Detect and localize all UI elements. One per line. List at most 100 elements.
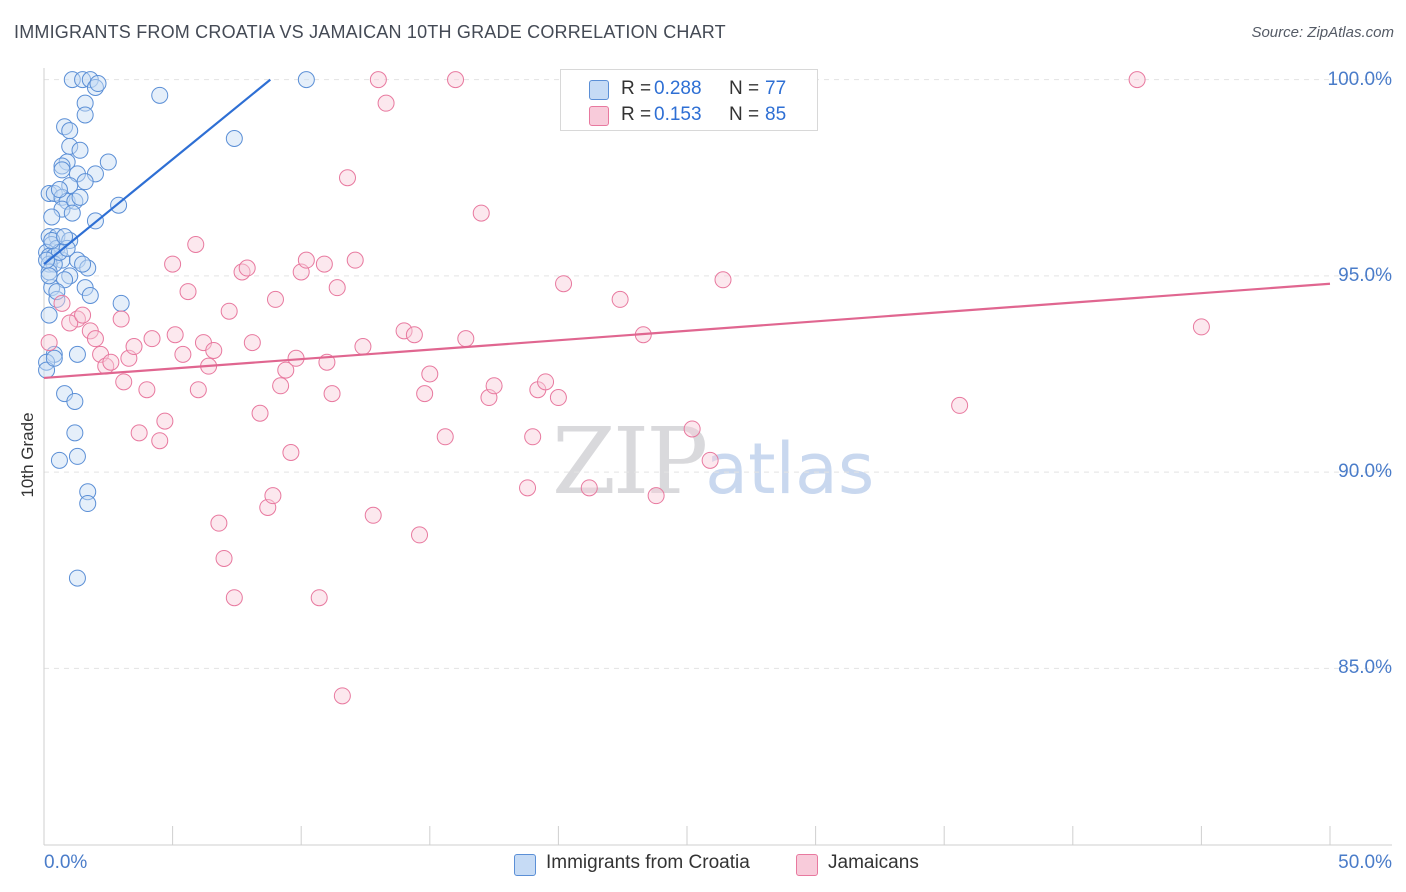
swatch-croatia (589, 80, 609, 100)
point-jamaicans (447, 71, 465, 89)
point-jamaicans (611, 290, 629, 308)
r-value: 0.153 (654, 104, 702, 125)
point-jamaicans (251, 404, 269, 422)
point-jamaicans (457, 330, 475, 348)
point-croatia (66, 392, 84, 410)
point-croatia (112, 294, 130, 312)
point-jamaicans (555, 275, 573, 293)
point-jamaicans (537, 373, 555, 391)
point-croatia (50, 181, 68, 199)
watermark-atlas: atlas (705, 428, 875, 510)
point-jamaicans (220, 302, 238, 320)
point-jamaicans (272, 377, 290, 395)
point-jamaicans (416, 385, 434, 403)
point-jamaicans (53, 294, 71, 312)
point-jamaicans (112, 310, 130, 328)
point-jamaicans (238, 259, 256, 277)
point-jamaicans (647, 487, 665, 505)
point-croatia (38, 251, 56, 269)
r-value: 0.288 (654, 78, 702, 99)
point-croatia (76, 106, 94, 124)
point-croatia (81, 287, 99, 304)
point-croatia (297, 71, 315, 89)
point-croatia (74, 255, 92, 273)
point-jamaicans (395, 322, 413, 340)
point-jamaicans (187, 235, 205, 253)
point-croatia (66, 424, 84, 442)
point-jamaicans (264, 487, 282, 505)
point-jamaicans (225, 589, 243, 607)
point-jamaicans (282, 444, 300, 461)
legend-swatch-croatia (514, 854, 536, 876)
x-tick-label-min: 0.0% (44, 852, 88, 873)
point-croatia (225, 130, 243, 147)
point-jamaicans (1192, 318, 1210, 336)
n-value: 85 (765, 104, 787, 125)
point-jamaicans (315, 255, 333, 273)
point-jamaicans (40, 334, 58, 352)
point-jamaicans (151, 432, 169, 450)
n-label: N = (729, 78, 760, 99)
point-jamaicans (310, 589, 328, 607)
y-tick-label: 95.0% (1338, 264, 1392, 286)
point-jamaicans (125, 338, 143, 356)
point-croatia (45, 349, 63, 367)
trendline-jamaicans (43, 282, 1331, 380)
point-jamaicans (164, 255, 182, 273)
point-jamaicans (277, 361, 295, 379)
point-croatia (63, 71, 81, 89)
point-croatia (68, 447, 86, 465)
r-label: R = (621, 78, 652, 99)
n-value: 77 (765, 78, 787, 99)
point-jamaicans (174, 345, 192, 363)
point-croatia (76, 94, 94, 112)
point-jamaicans (333, 687, 351, 705)
legend-swatch-jamaicans (796, 854, 818, 876)
point-croatia (43, 232, 61, 250)
point-croatia (40, 306, 58, 324)
watermark: ZIPatlas (552, 408, 874, 515)
point-croatia (40, 267, 58, 285)
point-jamaicans (524, 428, 542, 446)
stats-legend: R = 0.288 N = 77 R = 0.153 N = 85 (560, 69, 818, 131)
point-jamaicans (377, 94, 395, 112)
point-croatia (71, 141, 89, 159)
chart-title: IMMIGRANTS FROM CROATIA VS JAMAICAN 10TH… (14, 22, 726, 42)
n-label: N = (729, 104, 760, 125)
point-croatia (89, 75, 107, 93)
point-jamaicans (210, 514, 228, 532)
r-label: R = (621, 104, 652, 125)
point-croatia (61, 122, 79, 140)
series-legend: Immigrants from Croatia Jamaicans (0, 851, 1406, 877)
point-jamaicans (61, 314, 79, 332)
point-jamaicans (156, 412, 174, 430)
point-jamaicans (701, 451, 719, 469)
point-jamaicans (364, 506, 382, 524)
point-croatia (53, 157, 71, 175)
point-jamaicans (130, 424, 148, 442)
point-croatia (56, 228, 74, 246)
point-jamaicans (411, 526, 429, 544)
point-jamaicans (205, 341, 223, 359)
point-jamaicans (115, 373, 133, 391)
point-jamaicans (74, 306, 92, 324)
point-jamaicans (328, 279, 346, 297)
y-tick-label: 100.0% (1327, 68, 1392, 90)
legend-label-croatia: Immigrants from Croatia (546, 852, 750, 873)
point-croatia (76, 173, 94, 191)
point-jamaicans (243, 334, 261, 352)
point-jamaicans (436, 428, 454, 446)
swatch-jamaicans (589, 106, 609, 126)
stats-row-croatia: R = 0.288 N = 77 (561, 76, 817, 102)
point-croatia (99, 153, 117, 171)
y-tick-label: 90.0% (1338, 461, 1392, 483)
point-jamaicans (102, 353, 120, 371)
point-jamaicans (405, 326, 423, 344)
point-croatia (63, 204, 81, 222)
legend-label-jamaicans: Jamaicans (828, 852, 919, 873)
point-jamaicans (549, 389, 567, 407)
point-croatia (151, 86, 169, 104)
point-croatia (79, 483, 97, 501)
point-croatia (40, 184, 58, 202)
